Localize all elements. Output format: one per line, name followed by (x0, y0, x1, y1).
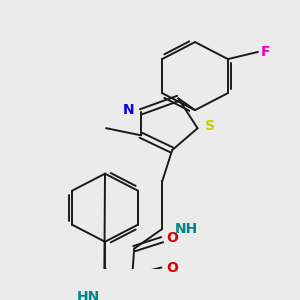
Text: F: F (261, 45, 270, 59)
Text: O: O (166, 261, 178, 275)
Text: HN: HN (77, 290, 100, 300)
Text: NH: NH (175, 222, 198, 236)
Text: N: N (123, 103, 135, 117)
Text: O: O (166, 231, 178, 245)
Text: S: S (205, 119, 214, 134)
